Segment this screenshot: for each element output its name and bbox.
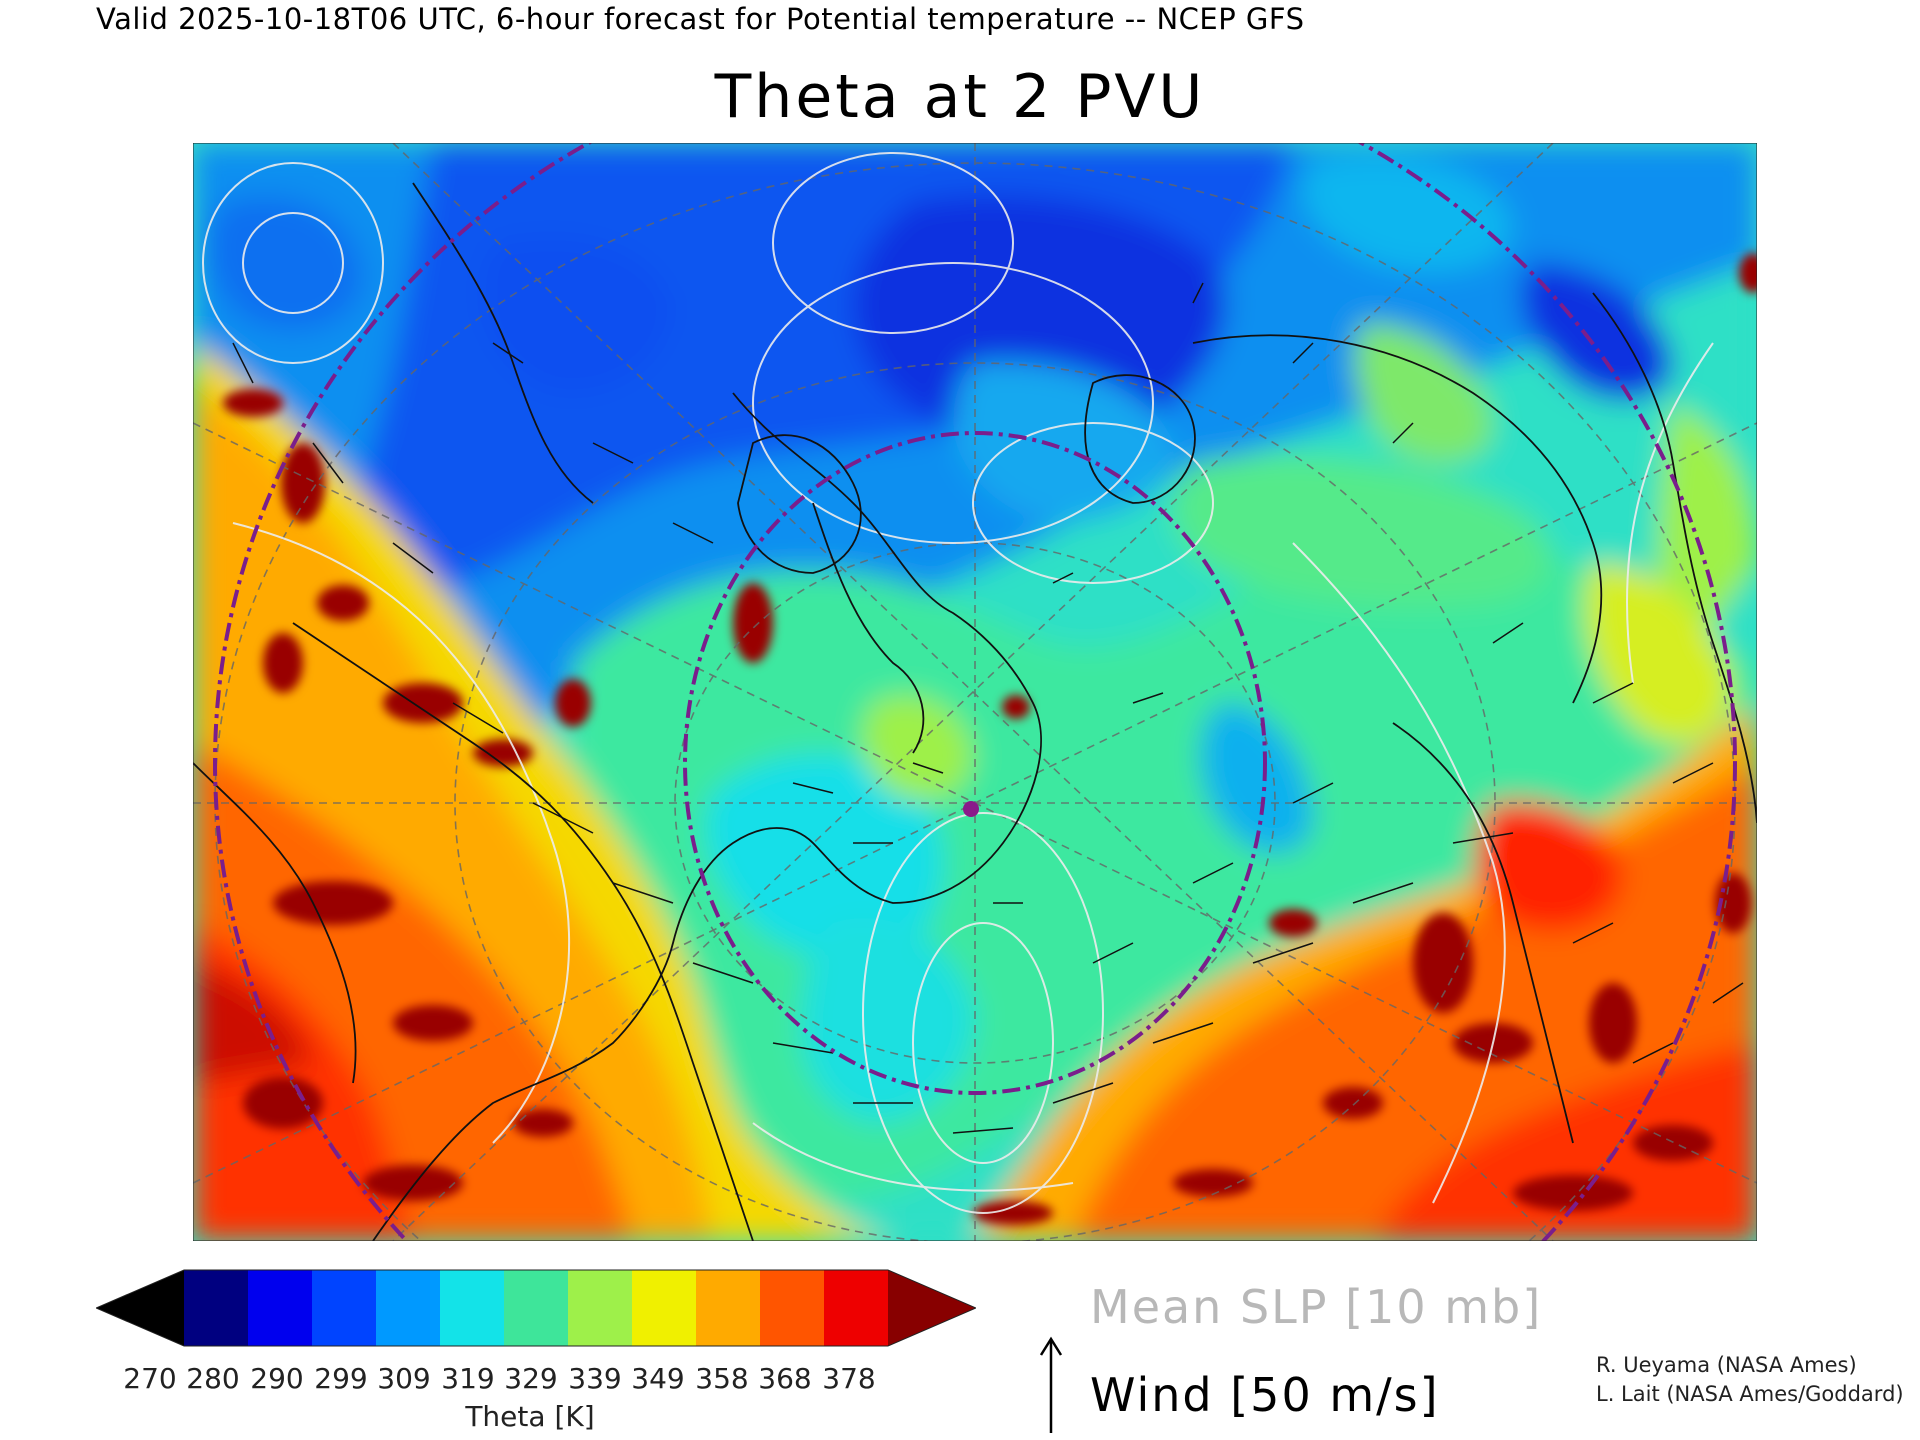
valid-time-line: Valid 2025-10-18T06 UTC, 6-hour forecast…: [96, 2, 1305, 36]
coastlines: [193, 182, 1757, 1241]
colorbar-segment: [632, 1270, 697, 1346]
slp-legend: Mean SLP [10 mb]: [1090, 1280, 1543, 1334]
colorbar-segment: [376, 1270, 441, 1346]
colorbar-tick: 378: [822, 1362, 876, 1395]
colorbar-tick: 329: [504, 1362, 558, 1395]
slp-contours: [202, 152, 1714, 1214]
location-marker: [963, 801, 979, 817]
colorbar-segment: [760, 1270, 825, 1346]
colorbar-tick: 280: [186, 1362, 240, 1395]
colorbar-lower-extend: [96, 1270, 184, 1346]
credit-line-2: L. Lait (NASA Ames/Goddard): [1596, 1382, 1904, 1406]
colorbar-segment: [568, 1270, 633, 1346]
colorbar-tick: 319: [441, 1362, 495, 1395]
theta-field: [193, 143, 1757, 1241]
colorbar-segment: [184, 1270, 249, 1346]
colorbar-upper-extend: [888, 1270, 976, 1346]
map-panel: [193, 143, 1757, 1241]
theta-colorbar: [96, 1269, 976, 1347]
wind-reference-arrow-icon: [1039, 1336, 1063, 1433]
colorbar-tick: 309: [377, 1362, 431, 1395]
colorbar-tick-labels: 270 280 290 299 309 319 329 339 349 358 …: [123, 1362, 910, 1396]
colorbar-tick: 339: [568, 1362, 622, 1395]
colorbar-segment: [248, 1270, 313, 1346]
chart-title: Theta at 2 PVU: [714, 62, 1206, 132]
colorbar-segment: [312, 1270, 377, 1346]
colorbar-tick: 299: [314, 1362, 368, 1395]
colorbar-tick: 358: [695, 1362, 749, 1395]
colorbar-segment: [824, 1270, 889, 1346]
colorbar-segment: [440, 1270, 505, 1346]
wind-vectors: [232, 282, 1744, 1134]
wind-legend: Wind [50 m/s]: [1090, 1368, 1440, 1422]
reference-circles: [213, 143, 1737, 1241]
colorbar-tick: 368: [758, 1362, 812, 1395]
colorbar-tick: 290: [250, 1362, 304, 1395]
colorbar-segment: [504, 1270, 569, 1346]
colorbar-tick: 270: [123, 1362, 177, 1395]
colorbar-segment: [696, 1270, 761, 1346]
theta-speckle: [223, 253, 1757, 1225]
colorbar-tick: 349: [631, 1362, 685, 1395]
credit-line-1: R. Ueyama (NASA Ames): [1596, 1353, 1857, 1377]
theta-map: [193, 143, 1757, 1241]
colorbar-segments: [184, 1270, 889, 1346]
colorbar-title: Theta [K]: [465, 1400, 595, 1433]
